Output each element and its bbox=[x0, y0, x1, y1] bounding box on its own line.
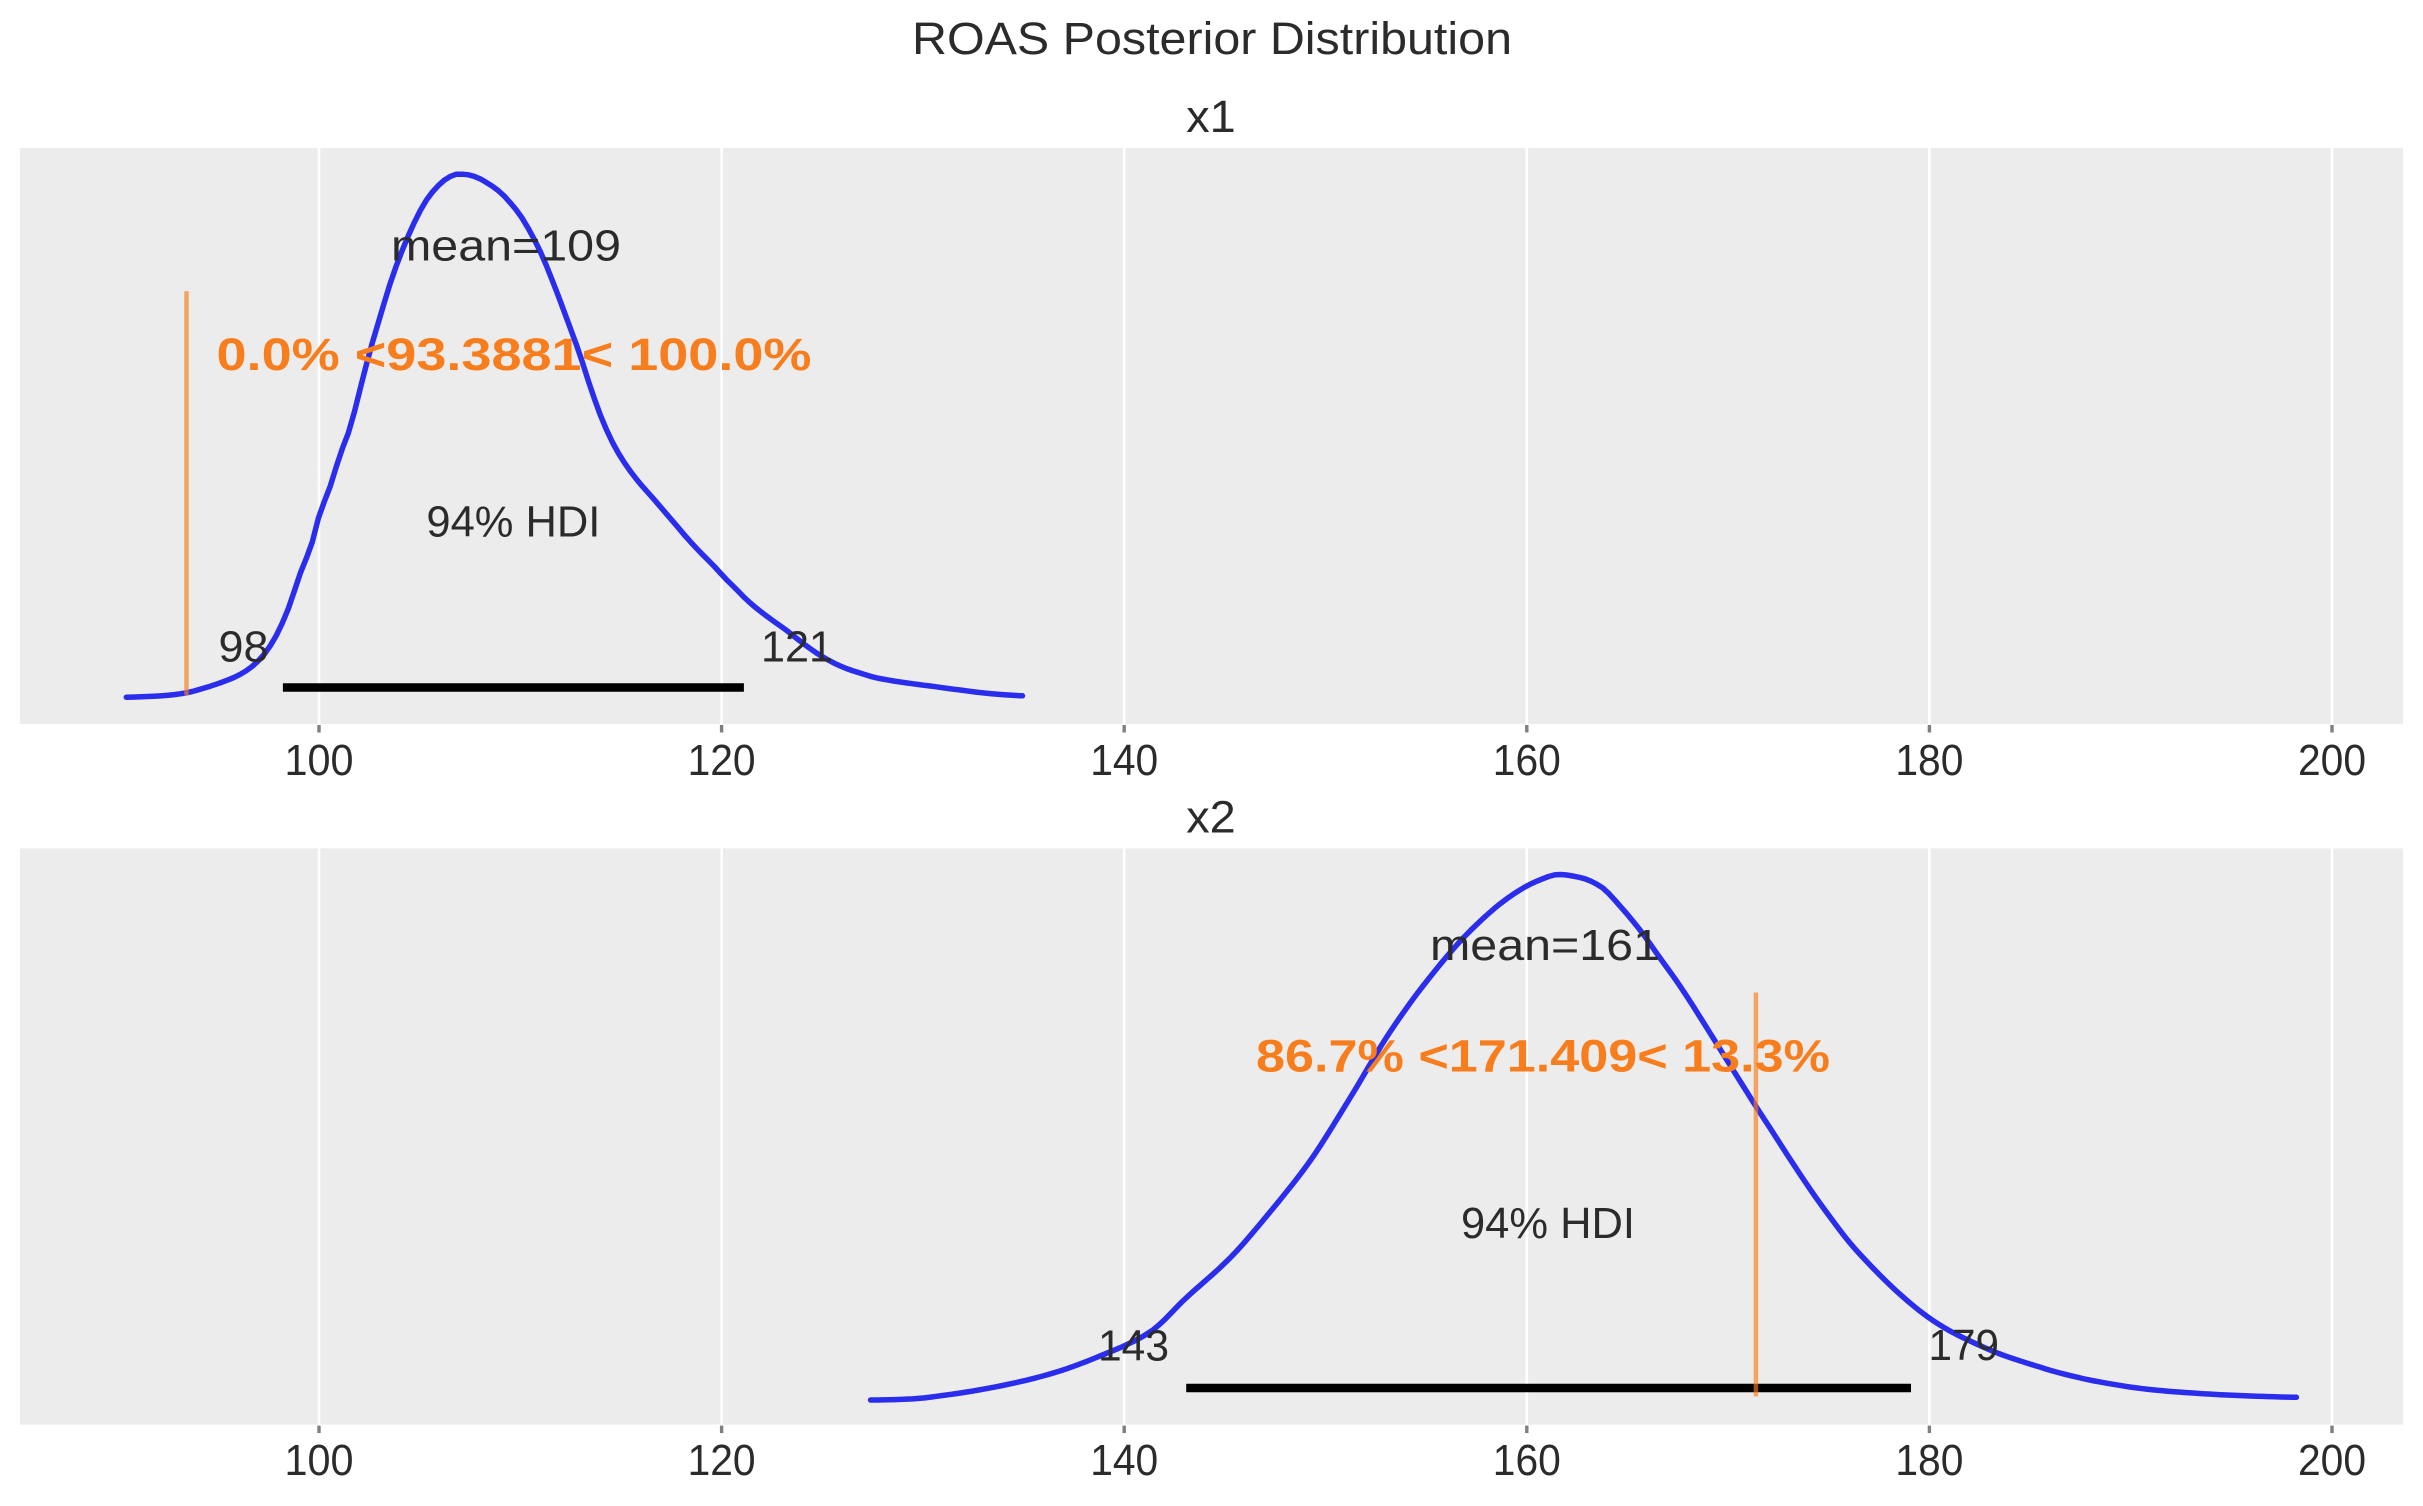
svg-text:98: 98 bbox=[219, 624, 269, 672]
svg-text:120: 120 bbox=[688, 1437, 756, 1485]
svg-text:x2: x2 bbox=[1186, 791, 1236, 842]
svg-text:ROAS Posterior Distribution: ROAS Posterior Distribution bbox=[912, 13, 1512, 64]
svg-text:86.7% <171.409< 13.3%: 86.7% <171.409< 13.3% bbox=[1256, 1031, 1830, 1082]
svg-text:143: 143 bbox=[1098, 1322, 1169, 1370]
svg-text:mean=109: mean=109 bbox=[391, 223, 621, 271]
svg-text:100: 100 bbox=[285, 1437, 354, 1485]
svg-text:179: 179 bbox=[1929, 1322, 2000, 1370]
svg-text:180: 180 bbox=[1895, 737, 1963, 785]
svg-text:180: 180 bbox=[1895, 1437, 1963, 1485]
svg-text:100: 100 bbox=[285, 737, 354, 785]
svg-text:140: 140 bbox=[1090, 737, 1158, 785]
svg-text:200: 200 bbox=[2298, 1437, 2366, 1485]
svg-text:121: 121 bbox=[761, 624, 833, 672]
svg-text:200: 200 bbox=[2298, 737, 2366, 785]
svg-text:160: 160 bbox=[1493, 737, 1561, 785]
svg-text:94% HDI: 94% HDI bbox=[426, 499, 600, 547]
svg-text:140: 140 bbox=[1090, 1437, 1158, 1485]
svg-text:120: 120 bbox=[688, 737, 756, 785]
svg-text:160: 160 bbox=[1493, 1437, 1561, 1485]
svg-text:94% HDI: 94% HDI bbox=[1461, 1200, 1635, 1248]
svg-text:x1: x1 bbox=[1186, 91, 1236, 142]
svg-text:0.0% <93.3881< 100.0%: 0.0% <93.3881< 100.0% bbox=[217, 329, 812, 380]
svg-text:mean=161: mean=161 bbox=[1430, 922, 1660, 970]
